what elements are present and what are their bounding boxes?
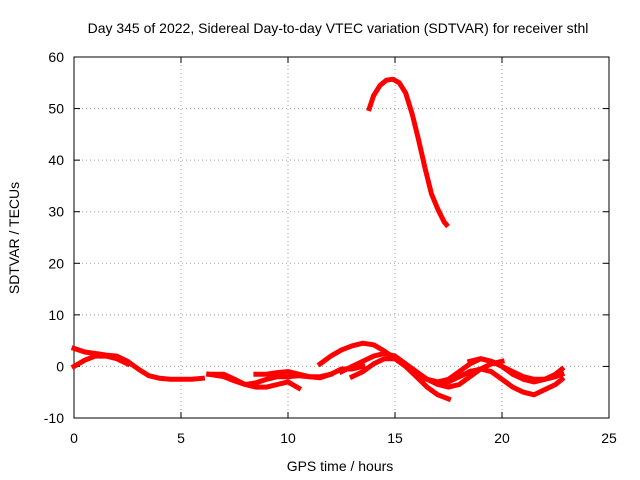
x-tick-label: 15 bbox=[387, 430, 403, 446]
x-tick-label: 0 bbox=[70, 430, 78, 446]
data-series bbox=[70, 76, 566, 403]
x-tick-label: 5 bbox=[177, 430, 185, 446]
y-tick-label: 40 bbox=[48, 152, 64, 168]
data-series-track-2 bbox=[70, 353, 131, 370]
data-series-track-13 bbox=[366, 76, 450, 229]
data-series-track-4 bbox=[205, 371, 303, 392]
data-series-track-12 bbox=[466, 356, 566, 382]
y-tick-label: 50 bbox=[48, 101, 64, 117]
x-tick-label: 25 bbox=[601, 430, 617, 446]
chart-title: Day 345 of 2022, Sidereal Day-to-day VTE… bbox=[88, 20, 589, 36]
y-tick-label: -10 bbox=[44, 410, 64, 426]
x-axis-label: GPS time / hours bbox=[287, 458, 394, 474]
y-tick-label: 20 bbox=[48, 255, 64, 271]
data-series-track-1 bbox=[70, 345, 206, 382]
data-series-track-11 bbox=[466, 366, 566, 398]
y-axis-label: SDTVAR / TECUs bbox=[6, 182, 22, 294]
x-tick-label: 20 bbox=[494, 430, 510, 446]
y-tick-label: 60 bbox=[48, 49, 64, 65]
x-tick-label: 10 bbox=[280, 430, 296, 446]
y-tick-label: 10 bbox=[48, 307, 64, 323]
y-tick-label: 30 bbox=[48, 204, 64, 220]
plot-border bbox=[73, 56, 610, 419]
y-tick-label: 0 bbox=[56, 358, 64, 374]
axis-ticks: 0 5 10 15 20 25 -10 0 10 20 30 40 50 60 bbox=[44, 49, 617, 446]
grid bbox=[74, 57, 609, 418]
